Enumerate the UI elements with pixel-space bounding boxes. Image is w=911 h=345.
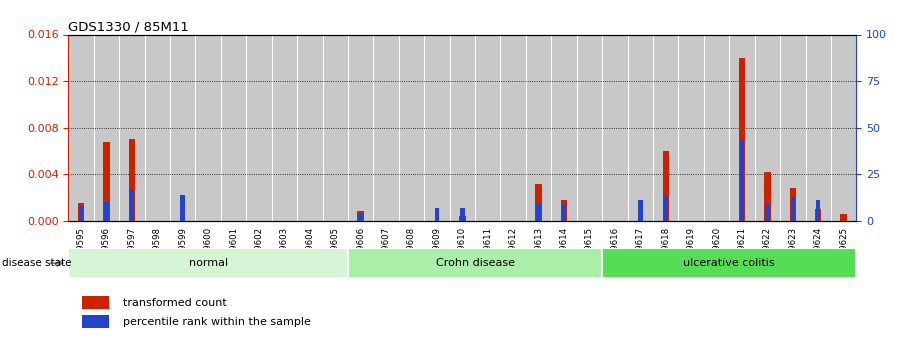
Text: ulcerative colitis: ulcerative colitis	[683, 258, 775, 268]
Bar	[170, 34, 196, 221]
Bar	[577, 34, 602, 221]
Bar	[500, 34, 526, 221]
Bar	[628, 34, 653, 221]
Text: Crohn disease: Crohn disease	[435, 258, 515, 268]
Bar	[537, 204, 541, 221]
Bar	[450, 34, 475, 221]
Bar	[94, 34, 119, 221]
Bar	[68, 248, 348, 278]
Text: percentile rank within the sample: percentile rank within the sample	[123, 317, 311, 327]
Bar	[729, 34, 754, 221]
Bar	[816, 200, 821, 221]
Bar	[679, 34, 704, 221]
Bar	[602, 248, 856, 278]
Bar	[754, 34, 780, 221]
Bar	[841, 214, 847, 221]
Bar	[425, 34, 450, 221]
Bar	[764, 172, 771, 221]
Bar	[831, 34, 856, 221]
Bar	[358, 213, 363, 221]
Text: normal: normal	[189, 258, 228, 268]
Bar	[602, 34, 628, 221]
Bar	[196, 34, 220, 221]
Bar	[551, 34, 577, 221]
Bar	[460, 208, 465, 221]
Bar	[780, 34, 805, 221]
Bar	[348, 248, 602, 278]
Bar	[82, 296, 109, 309]
Bar	[653, 34, 679, 221]
Bar	[119, 34, 145, 221]
Bar	[475, 34, 500, 221]
Bar	[348, 34, 374, 221]
Bar	[246, 34, 271, 221]
Bar	[297, 34, 322, 221]
Bar	[145, 34, 170, 221]
Bar	[638, 200, 642, 221]
Bar	[536, 184, 542, 221]
Bar	[526, 34, 551, 221]
Text: disease state: disease state	[2, 258, 71, 268]
Bar	[739, 58, 745, 221]
Bar	[704, 34, 729, 221]
Bar	[374, 34, 399, 221]
Bar	[791, 197, 795, 221]
Bar	[128, 139, 135, 221]
Bar	[740, 139, 744, 221]
Bar	[662, 151, 669, 221]
Bar	[459, 216, 466, 221]
Bar	[399, 34, 425, 221]
Bar	[82, 315, 109, 328]
Text: GDS1330 / 85M11: GDS1330 / 85M11	[68, 20, 189, 33]
Bar	[103, 141, 109, 221]
Bar	[805, 34, 831, 221]
Text: transformed count: transformed count	[123, 298, 227, 308]
Bar	[562, 204, 567, 221]
Bar	[77, 203, 84, 221]
Bar	[815, 209, 822, 221]
Bar	[765, 204, 770, 221]
Bar	[68, 34, 94, 221]
Bar	[561, 200, 568, 221]
Bar	[220, 34, 246, 221]
Bar	[322, 34, 348, 221]
Bar	[78, 206, 83, 221]
Bar	[435, 208, 439, 221]
Bar	[104, 202, 108, 221]
Bar	[129, 189, 134, 221]
Bar	[180, 195, 185, 221]
Bar	[790, 188, 796, 221]
Bar	[663, 195, 668, 221]
Bar	[271, 34, 297, 221]
Bar	[357, 211, 363, 221]
